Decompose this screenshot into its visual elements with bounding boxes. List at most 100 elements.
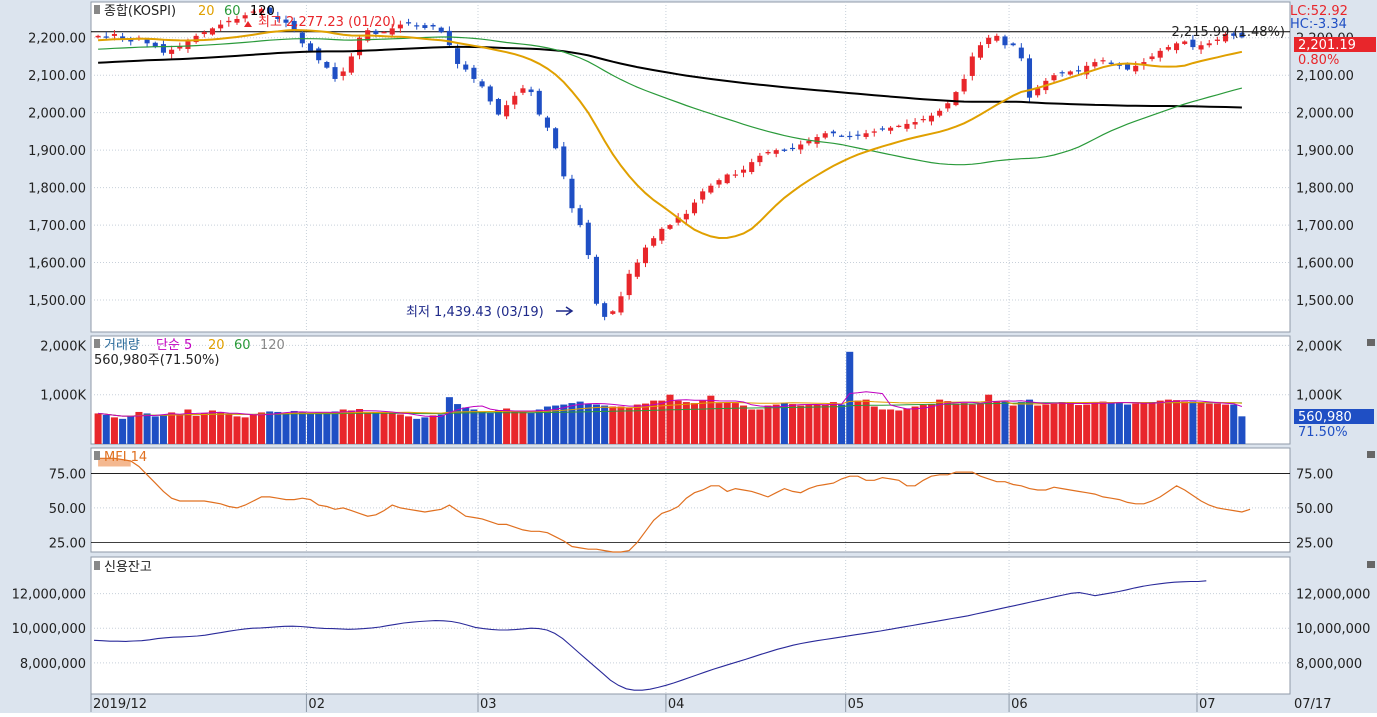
volume-bar — [356, 408, 364, 444]
volume-bar — [1132, 403, 1140, 444]
candle-body — [1026, 58, 1033, 98]
volume-bar — [478, 411, 486, 444]
candle-body — [520, 88, 526, 93]
volume-bar — [633, 404, 641, 444]
volume-bar — [748, 409, 756, 444]
candle-body — [487, 86, 493, 102]
ma20-line — [98, 28, 1243, 240]
candle-body — [1108, 62, 1114, 64]
mfi-panel-close-icon[interactable] — [1367, 451, 1375, 458]
last-price-annotation: 2,215.99 (1.48%) — [1172, 25, 1285, 40]
candle-body — [512, 95, 518, 105]
volume-bar — [976, 403, 984, 444]
volume-bar — [870, 406, 878, 444]
candle-body — [765, 152, 771, 154]
volume-bar — [266, 411, 274, 444]
volume-bar — [233, 416, 241, 444]
candle-body — [348, 56, 354, 73]
candle-body — [659, 228, 665, 241]
mfi-panel-marker-icon[interactable] — [94, 451, 100, 460]
candlestick-series — [95, 6, 1245, 321]
candle-body — [708, 185, 714, 193]
candle-body — [95, 35, 101, 38]
candle-body — [430, 24, 436, 27]
candle-body — [863, 133, 869, 137]
volume-bar — [1189, 401, 1197, 444]
lc-label: LC:52.92 — [1290, 4, 1348, 19]
volume-bar — [413, 418, 421, 444]
volume-panel-marker-icon[interactable] — [94, 339, 100, 348]
volume-bar — [380, 411, 388, 444]
candle-body — [332, 67, 338, 79]
mfi-overbought-area — [98, 458, 131, 467]
volume-bar — [119, 418, 127, 444]
volume-bar — [1074, 405, 1083, 444]
price-tick-label: 1,700.00 — [28, 219, 86, 234]
candle-body — [928, 115, 934, 122]
volume-bar — [315, 412, 323, 444]
volume-bar — [249, 414, 257, 444]
candle-body — [1198, 45, 1204, 50]
credit-axis-left: 12,000,000 10,000,000 8,000,000 — [12, 588, 86, 672]
candle-body — [406, 22, 412, 24]
mfi-line — [98, 457, 1251, 553]
volume-axis-left: 2,000K 1,000K — [40, 339, 86, 403]
volume-bar — [1213, 403, 1221, 444]
volume-bar — [584, 403, 592, 444]
candle-body — [937, 110, 943, 116]
volume-bar — [388, 413, 396, 444]
volume-panel-close-icon[interactable] — [1367, 339, 1375, 346]
candle-body — [1059, 72, 1065, 74]
volume-bar — [715, 403, 723, 444]
price-tick-label: 2,200.00 — [28, 32, 86, 47]
volume-bar — [772, 404, 780, 444]
volume-bar — [789, 404, 797, 444]
credit-panel-close-icon[interactable] — [1367, 561, 1375, 568]
candle-body — [160, 44, 166, 53]
moving-average-lines — [98, 28, 1243, 240]
candle-body — [446, 30, 452, 46]
low-arrow-icon — [556, 306, 574, 316]
volume-bar — [208, 410, 216, 444]
volume-bar — [821, 404, 829, 444]
volume-bar — [127, 416, 135, 444]
candle-body — [120, 36, 126, 40]
credit-tick-label: 8,000,000 — [20, 657, 86, 672]
candle-body — [209, 28, 216, 35]
volume-bar — [1156, 400, 1164, 444]
volume-readout: 560,980주(71.50%) — [94, 353, 219, 368]
candle-body — [716, 180, 722, 185]
candle-body — [356, 37, 363, 56]
mfi-tick-label: 75.00 — [49, 467, 86, 482]
price-panel-marker-icon[interactable] — [94, 5, 100, 14]
candle-body — [879, 128, 885, 130]
volume-bar — [257, 412, 266, 444]
low-annotation: 최저 1,439.43 (03/19) — [406, 305, 544, 320]
candle-body — [577, 208, 583, 226]
volume-bar — [1001, 400, 1009, 444]
candle-body — [602, 303, 608, 317]
volume-bar — [519, 411, 527, 444]
price-tick-label: 1,500.00 — [28, 294, 86, 309]
current-price: 2,201.19 — [1298, 38, 1356, 53]
mfi-line — [98, 457, 1251, 553]
candle-body — [1084, 65, 1090, 75]
mfi-title: MFI 14 — [104, 450, 147, 465]
volume-bar — [1058, 402, 1066, 444]
volume-current: 560,980 — [1298, 410, 1352, 425]
volume-bar — [568, 403, 576, 444]
candle-body — [536, 90, 542, 115]
volume-bar — [462, 407, 470, 444]
price-tick-label: 1,500.00 — [1296, 294, 1354, 309]
candle-body — [1018, 47, 1024, 59]
volume-bar — [560, 404, 568, 444]
credit-panel-marker-icon[interactable] — [94, 561, 100, 570]
candle-body — [1174, 43, 1180, 51]
candle-body — [528, 89, 534, 93]
candle-body — [904, 123, 910, 129]
credit-tick-label: 10,000,000 — [1296, 622, 1370, 637]
candle-body — [389, 28, 395, 35]
candle-body — [152, 42, 158, 48]
